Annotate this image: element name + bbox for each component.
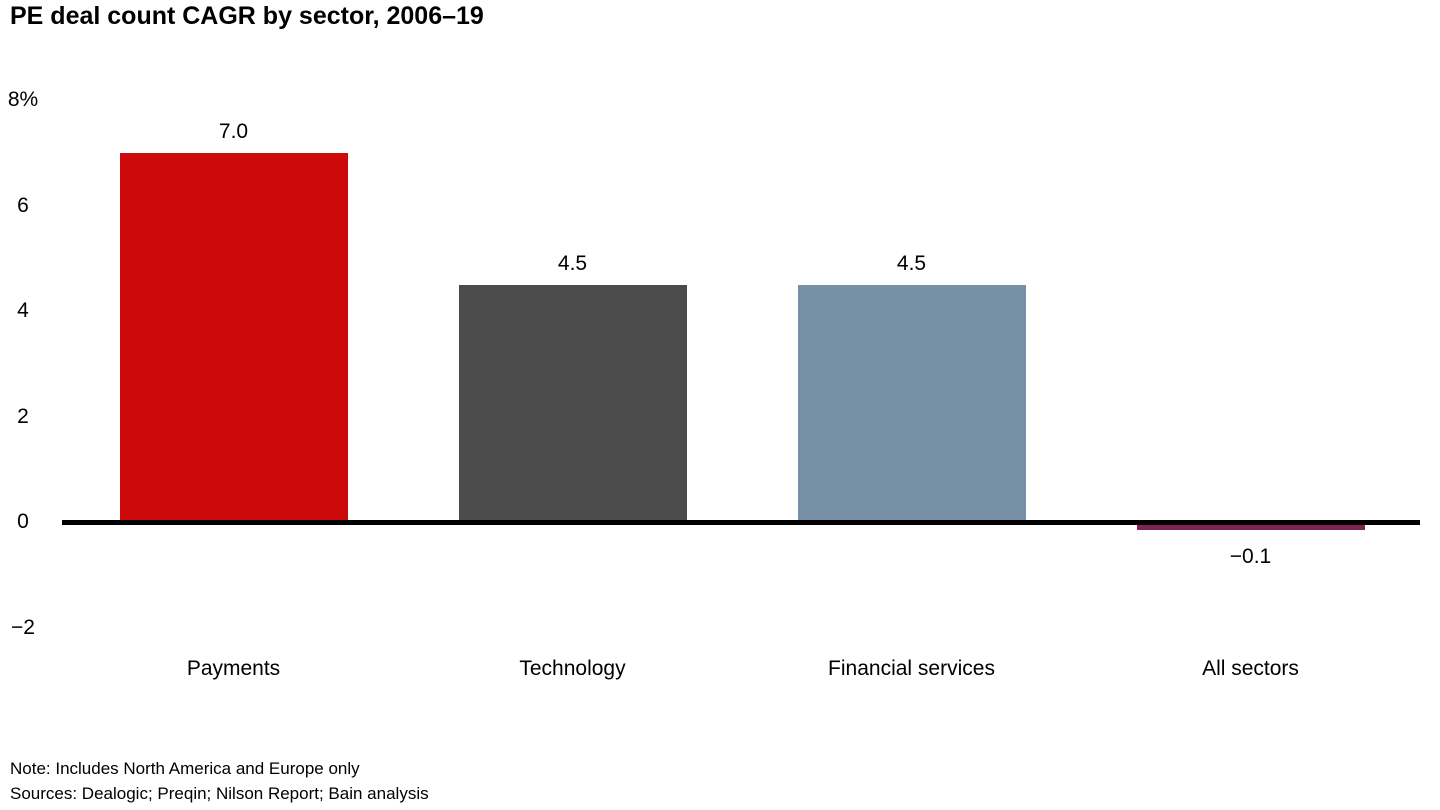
y-axis-tick-label: 0 <box>17 510 29 533</box>
bar-value-label: 4.5 <box>896 251 927 275</box>
bar-value-label: −0.1 <box>1229 544 1272 568</box>
y-axis-tick-label: 2 <box>17 404 29 428</box>
plot-area: 8% 6 4 2 0 −2 7.0 Payments 4.5 Technology 4.5 Finan… <box>0 88 1440 720</box>
bar-value-label: 4.5 <box>557 251 588 275</box>
note-text: Note: Includes North America and Europe … <box>10 759 360 778</box>
y-axis-tick-label: −2 <box>11 615 35 639</box>
bar-financial-services <box>797 284 1026 520</box>
sources-text: Sources: Dealogic; Preqin; Nilson Report… <box>10 784 429 803</box>
bar-all-sectors <box>1136 524 1365 530</box>
x-axis-category-label: Payments <box>186 657 281 680</box>
footnotes: Note: Includes North America and Europe … <box>10 756 429 806</box>
x-axis-category-label: Technology <box>519 657 626 680</box>
x-axis-zero-line <box>62 519 1420 525</box>
bar-payments <box>119 152 348 520</box>
y-axis-tick-label: 6 <box>17 193 29 217</box>
x-axis-category-label: All sectors <box>1202 657 1299 680</box>
x-axis-category-label: Financial services <box>828 657 995 680</box>
bar-technology <box>458 284 687 520</box>
y-axis-tick-label: 8% <box>7 88 39 111</box>
y-axis-tick-label: 4 <box>17 299 29 322</box>
bar-value-label: 7.0 <box>218 119 249 143</box>
chart-title: PE deal count CAGR by sector, 2006–19 <box>10 2 484 30</box>
